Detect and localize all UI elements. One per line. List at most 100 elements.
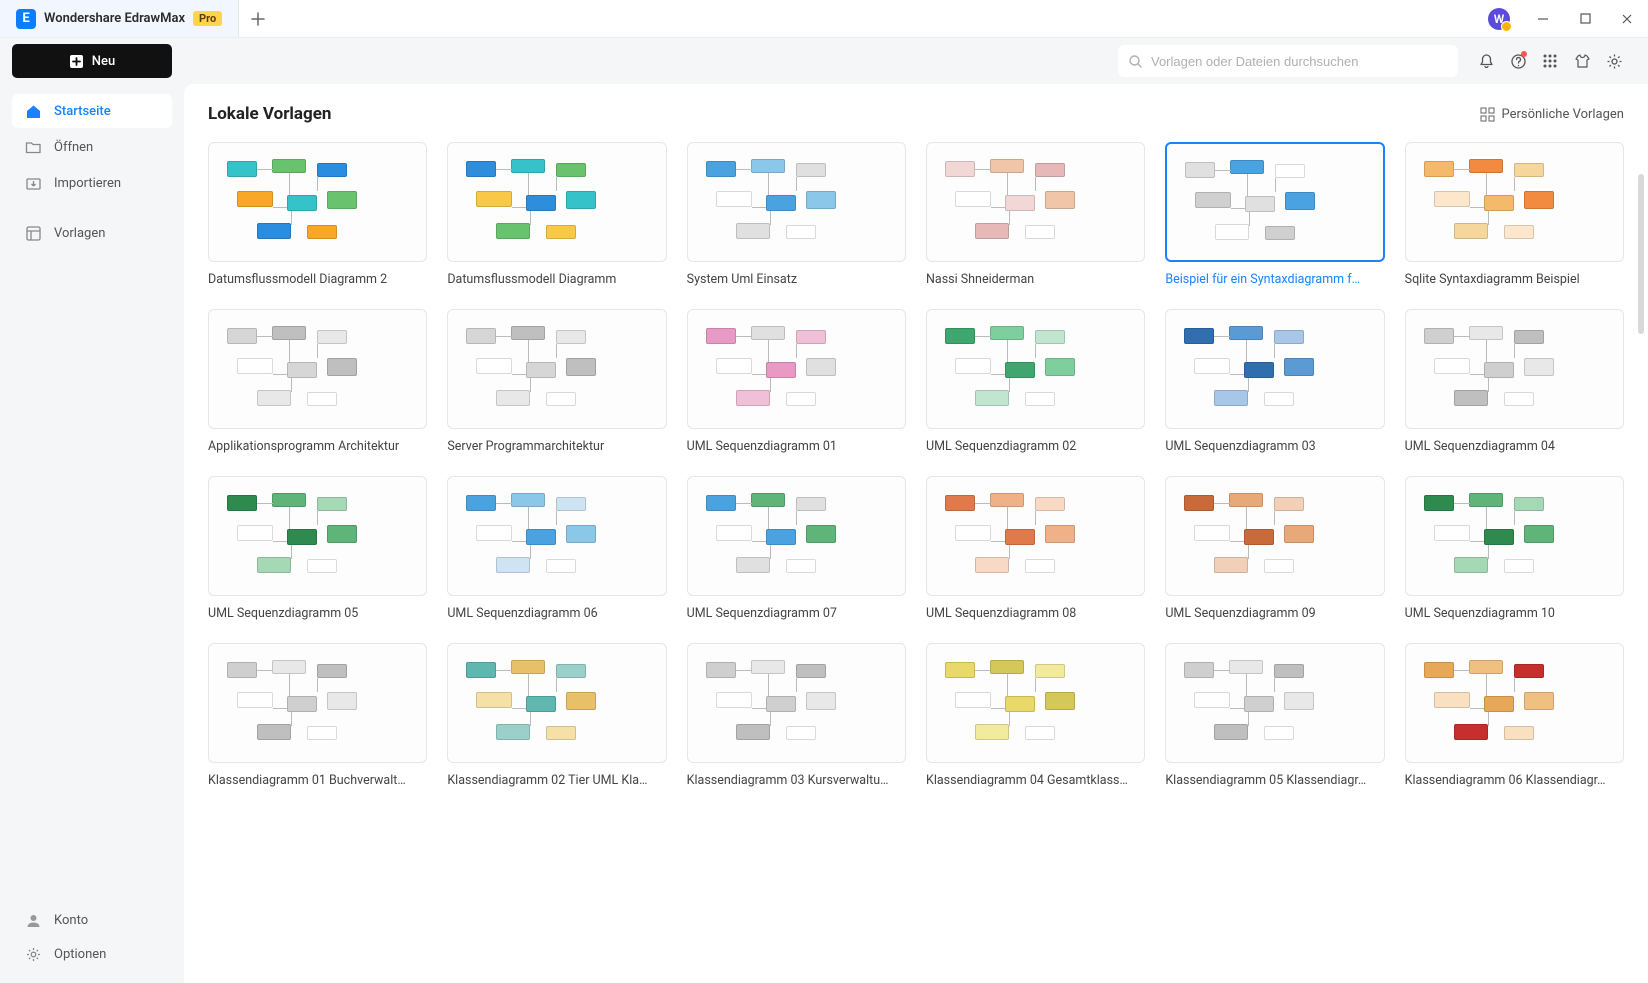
topbar	[0, 38, 1648, 84]
window-maximize-button[interactable]	[1564, 0, 1606, 38]
template-card[interactable]: UML Sequenzdiagramm 02	[926, 309, 1145, 454]
template-thumbnail	[447, 643, 666, 763]
template-title: Datumsflussmodell Diagramm 2	[208, 272, 427, 287]
theme-button[interactable]	[1566, 45, 1598, 77]
template-card[interactable]: Klassendiagramm 02 Tier UML Kla…	[447, 643, 666, 788]
template-card[interactable]: UML Sequenzdiagramm 06	[447, 476, 666, 621]
scrollbar-thumb[interactable]	[1638, 174, 1644, 334]
close-icon	[1621, 13, 1633, 25]
template-thumbnail	[1405, 142, 1624, 262]
window-close-button[interactable]	[1606, 0, 1648, 38]
notification-dot	[1521, 51, 1527, 57]
grid-small-icon	[1480, 107, 1495, 122]
template-thumbnail	[447, 142, 666, 262]
template-thumbnail	[1165, 476, 1384, 596]
template-title: Server Programmarchitektur	[447, 439, 666, 454]
template-thumbnail	[687, 309, 906, 429]
grid-icon	[1542, 53, 1558, 69]
sidebar-item-label: Importieren	[54, 176, 121, 191]
template-card[interactable]: UML Sequenzdiagramm 08	[926, 476, 1145, 621]
sidebar-item-import[interactable]: Importieren	[12, 166, 172, 200]
template-card[interactable]: UML Sequenzdiagramm 04	[1405, 309, 1624, 454]
sidebar-item-home[interactable]: Startseite	[12, 94, 172, 128]
template-card[interactable]: Datumsflussmodell Diagramm 2	[208, 142, 427, 287]
template-thumbnail	[208, 643, 427, 763]
app-tab[interactable]: E Wondershare EdrawMax Pro	[0, 0, 239, 37]
settings-button[interactable]	[1598, 45, 1630, 77]
new-tab-button[interactable]	[239, 12, 277, 26]
template-thumbnail	[1405, 643, 1624, 763]
maximize-icon	[1580, 13, 1591, 24]
shirt-icon	[1574, 53, 1591, 70]
sidebar-item-open[interactable]: Öffnen	[12, 130, 172, 164]
search-input[interactable]	[1151, 54, 1448, 69]
templates-icon	[24, 224, 42, 242]
search-box[interactable]	[1118, 45, 1458, 77]
template-card[interactable]: UML Sequenzdiagramm 05	[208, 476, 427, 621]
template-thumbnail	[208, 309, 427, 429]
template-thumbnail	[926, 476, 1145, 596]
template-card[interactable]: Klassendiagramm 04 Gesamtklass…	[926, 643, 1145, 788]
template-card[interactable]: UML Sequenzdiagramm 07	[687, 476, 906, 621]
template-card[interactable]: System Uml Einsatz	[687, 142, 906, 287]
template-title: Beispiel für ein Syntaxdiagramm f…	[1165, 272, 1384, 287]
nav-bottom: Konto Optionen	[12, 903, 172, 971]
apps-button[interactable]	[1534, 45, 1566, 77]
template-card[interactable]: Sqlite Syntaxdiagramm Beispiel	[1405, 142, 1624, 287]
template-thumbnail	[208, 142, 427, 262]
template-thumbnail	[926, 643, 1145, 763]
template-title: UML Sequenzdiagramm 02	[926, 439, 1145, 454]
template-card[interactable]: Klassendiagramm 01 Buchverwalt…	[208, 643, 427, 788]
template-card[interactable]: Applikationsprogramm Architektur	[208, 309, 427, 454]
notifications-button[interactable]	[1470, 45, 1502, 77]
new-button[interactable]: Neu	[12, 44, 172, 78]
template-card[interactable]: Server Programmarchitektur	[447, 309, 666, 454]
template-card[interactable]: UML Sequenzdiagramm 03	[1165, 309, 1384, 454]
nav-primary: Startseite Öffnen Importieren Vorlagen	[12, 94, 172, 250]
home-icon	[24, 102, 42, 120]
template-card[interactable]: Beispiel für ein Syntaxdiagramm f…	[1165, 142, 1384, 287]
import-icon	[24, 174, 42, 192]
avatar-letter: W	[1494, 12, 1505, 26]
template-title: Datumsflussmodell Diagramm	[447, 272, 666, 287]
plus-icon	[251, 12, 265, 26]
template-thumbnail	[687, 476, 906, 596]
template-card[interactable]: UML Sequenzdiagramm 09	[1165, 476, 1384, 621]
content-area: Lokale Vorlagen Persönliche Vorlagen Dat…	[184, 84, 1648, 983]
search-icon	[1128, 54, 1143, 69]
template-card[interactable]: Klassendiagramm 05 Klassendiagr…	[1165, 643, 1384, 788]
minimize-icon	[1537, 13, 1549, 25]
template-title: Klassendiagramm 02 Tier UML Kla…	[447, 773, 666, 788]
pro-badge: Pro	[193, 11, 222, 26]
template-title: Applikationsprogramm Architektur	[208, 439, 427, 454]
plus-square-icon	[69, 54, 84, 69]
template-card[interactable]: Datumsflussmodell Diagramm	[447, 142, 666, 287]
template-card[interactable]: UML Sequenzdiagramm 10	[1405, 476, 1624, 621]
template-title: Nassi Shneiderman	[926, 272, 1145, 287]
avatar[interactable]: W	[1488, 8, 1510, 30]
template-title: Klassendiagramm 03 Kursverwaltu…	[687, 773, 906, 788]
app-title: Wondershare EdrawMax	[44, 11, 185, 26]
template-thumbnail	[1405, 476, 1624, 596]
template-thumbnail	[1165, 309, 1384, 429]
template-card[interactable]: Klassendiagramm 06 Klassendiagr…	[1405, 643, 1624, 788]
template-title: Sqlite Syntaxdiagramm Beispiel	[1405, 272, 1624, 287]
template-card[interactable]: UML Sequenzdiagramm 01	[687, 309, 906, 454]
template-thumbnail	[447, 476, 666, 596]
app-logo-icon: E	[16, 9, 36, 29]
template-title: UML Sequenzdiagramm 07	[687, 606, 906, 621]
window-minimize-button[interactable]	[1522, 0, 1564, 38]
sidebar-item-account[interactable]: Konto	[12, 903, 172, 937]
template-card[interactable]: Klassendiagramm 03 Kursverwaltu…	[687, 643, 906, 788]
sidebar-item-templates[interactable]: Vorlagen	[12, 216, 172, 250]
personal-templates-button[interactable]: Persönliche Vorlagen	[1480, 107, 1624, 122]
help-button[interactable]	[1502, 45, 1534, 77]
template-thumbnail	[1165, 142, 1384, 262]
template-thumbnail	[1405, 309, 1624, 429]
template-card[interactable]: Nassi Shneiderman	[926, 142, 1145, 287]
sidebar-item-options[interactable]: Optionen	[12, 937, 172, 971]
gear-icon	[24, 945, 42, 963]
gear-icon	[1606, 53, 1623, 70]
template-title: Klassendiagramm 05 Klassendiagr…	[1165, 773, 1384, 788]
template-thumbnail	[447, 309, 666, 429]
